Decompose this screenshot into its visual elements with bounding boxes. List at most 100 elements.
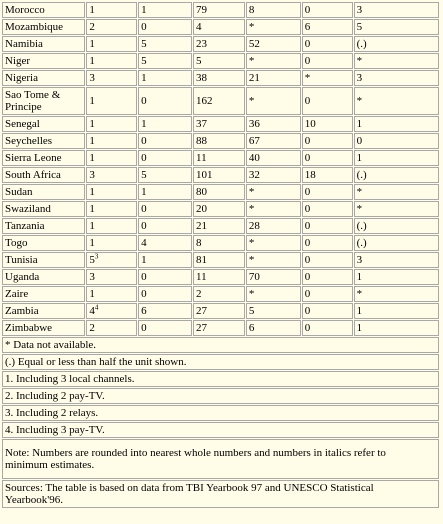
value-cell-col4: 32: [245, 167, 301, 183]
value-cell-col5: 0: [301, 218, 353, 234]
cell-value: 10: [304, 118, 316, 130]
country-name: Niger: [5, 55, 31, 67]
table-row: Seychelles 1 0 88 67 0 0: [2, 133, 439, 149]
country-name: Swaziland: [5, 203, 51, 215]
country-cell: Senegal: [2, 116, 86, 132]
cell-value: (.): [356, 169, 367, 181]
value-cell-col6: (.): [353, 235, 439, 251]
country-name: Sierra Leone: [5, 152, 62, 164]
cell-value: 1: [89, 288, 95, 300]
value-cell-col4: 6: [245, 320, 301, 336]
cell-value: 11: [196, 152, 207, 164]
value-cell-col3: 20: [193, 201, 245, 217]
value-cell-col4: 40: [245, 150, 301, 166]
cell-value: 1: [356, 271, 363, 283]
footnote-2: 2. Including 2 pay-TV.: [2, 388, 439, 404]
cell-value: 162: [196, 95, 213, 107]
cell-value: 27: [196, 322, 208, 334]
cell-value: 0: [304, 237, 311, 249]
value-cell-col3: 38: [193, 70, 245, 86]
footnote-3: 3. Including 2 relays.: [2, 405, 439, 421]
cell-value: 11: [196, 271, 207, 283]
cell-value: 6: [141, 305, 147, 317]
value-cell-col6: (.): [353, 167, 439, 183]
value-cell-col1: 44: [86, 303, 138, 319]
note-sources: Sources: The table is based on data from…: [2, 480, 439, 508]
value-cell-col3: 4: [193, 19, 245, 35]
note-row: (.) Equal or less than half the unit sho…: [2, 354, 439, 370]
value-cell-col3: 162: [193, 87, 245, 115]
value-cell-col4: *: [245, 87, 301, 115]
value-cell-col4: *: [245, 184, 301, 200]
value-cell-col5: 0: [301, 87, 353, 115]
country-name: Senegal: [5, 118, 40, 130]
cell-value: 70: [248, 271, 260, 283]
cell-value: (.): [356, 38, 367, 50]
cell-value: 1: [356, 305, 363, 317]
cell-value: 3: [89, 271, 95, 283]
value-cell-col6: 0: [353, 133, 439, 149]
value-cell-col6: (.): [353, 36, 439, 52]
cell-value: *: [248, 21, 255, 33]
note-row: 4. Including 3 pay-TV.: [2, 422, 439, 438]
cell-value: 1: [89, 95, 95, 107]
value-cell-col6: 1: [353, 150, 439, 166]
cell-value: 5: [141, 169, 147, 181]
cell-value: *: [248, 288, 255, 300]
country-name: Mozambique: [5, 21, 64, 33]
cell-value: *: [304, 72, 311, 84]
cell-value: 40: [248, 152, 260, 164]
table-body: Morocco 1 1 79 8 0 3 Mozambique 2 0 4 * 6 5 Namibia 1 5 2…: [2, 2, 439, 336]
cell-value: 1: [141, 4, 147, 16]
table-row: South Africa 3 5 101 32 18 (.): [2, 167, 439, 183]
cell-value: 1: [89, 118, 95, 130]
cell-value: 8: [196, 237, 202, 249]
cell-value: 5: [356, 21, 363, 33]
cell-value: 1: [89, 4, 95, 16]
value-cell-col3: 11: [193, 269, 245, 285]
cell-value: *: [248, 186, 255, 198]
cell-value: 8: [248, 4, 255, 16]
value-cell-col4: 8: [245, 2, 301, 18]
cell-value: 88: [196, 135, 208, 147]
table-row: Zimbabwe 2 0 27 6 0 1: [2, 320, 439, 336]
cell-value: (.): [356, 237, 367, 249]
value-cell-col5: 0: [301, 201, 353, 217]
country-name: Morocco: [5, 4, 45, 16]
value-cell-col2: 0: [138, 269, 193, 285]
value-cell-col6: 1: [353, 116, 439, 132]
value-cell-col4: 52: [245, 36, 301, 52]
cell-value: *: [248, 95, 255, 107]
cell-value: 0: [141, 21, 147, 33]
cell-value: 5: [141, 55, 147, 67]
cell-value: 32: [248, 169, 260, 181]
value-cell-col5: 0: [301, 36, 353, 52]
value-cell-col3: 79: [193, 2, 245, 18]
value-cell-col3: 21: [193, 218, 245, 234]
value-cell-col4: *: [245, 19, 301, 35]
cell-value: 38: [196, 72, 208, 84]
value-cell-col3: 8: [193, 235, 245, 251]
cell-value: *: [356, 203, 363, 215]
value-cell-col3: 11: [193, 150, 245, 166]
country-cell: Morocco: [2, 2, 86, 18]
cell-value: 80: [196, 186, 208, 198]
table-row: Niger 1 5 5 * 0 *: [2, 53, 439, 69]
note-row: Note: Numbers are rounded into nearest w…: [2, 439, 439, 479]
cell-value: 4: [141, 237, 147, 249]
cell-value: 1: [356, 118, 363, 130]
table-row: Uganda 3 0 11 70 0 1: [2, 269, 439, 285]
value-cell-col3: 2: [193, 286, 245, 302]
country-name: Sao Tome & Principe: [5, 89, 61, 113]
cell-value: 3: [356, 72, 363, 84]
value-cell-col1: 53: [86, 252, 138, 268]
value-cell-col5: 0: [301, 286, 353, 302]
country-name: Zimbabwe: [5, 322, 53, 334]
statistics-table: Morocco 1 1 79 8 0 3 Mozambique 2 0 4 * 6 5 Namibia 1 5 2…: [1, 1, 440, 509]
value-cell-col2: 5: [138, 36, 193, 52]
cell-value: *: [356, 95, 363, 107]
country-name: Namibia: [5, 38, 43, 50]
country-cell: Mozambique: [2, 19, 86, 35]
value-cell-col5: 0: [301, 150, 353, 166]
value-cell-col5: 0: [301, 252, 353, 268]
